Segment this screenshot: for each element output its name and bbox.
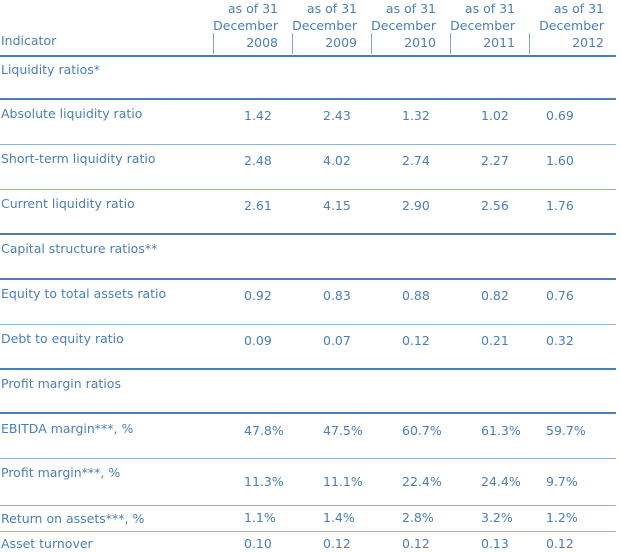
section-divider xyxy=(0,278,616,280)
value-cell: 4.15 xyxy=(323,198,351,213)
column-separator xyxy=(213,33,214,54)
value-cell: 2.27 xyxy=(481,153,509,168)
year-header-line3: 2011 xyxy=(483,35,515,50)
value-cell: 47.8% xyxy=(244,423,284,438)
section-title-capital: Capital structure ratios** xyxy=(1,241,158,256)
section-divider xyxy=(0,233,616,235)
value-cell: 2.90 xyxy=(402,198,430,213)
value-cell: 0.12 xyxy=(323,536,351,551)
value-cell: 0.32 xyxy=(546,333,574,348)
value-cell: 11.3% xyxy=(244,474,284,489)
year-header-line3: 2009 xyxy=(325,35,357,50)
value-cell: 1.32 xyxy=(402,108,430,123)
row-divider xyxy=(0,144,616,145)
row-label: Current liquidity ratio xyxy=(1,196,135,211)
value-cell: 1.42 xyxy=(244,108,272,123)
year-header-line2: December xyxy=(450,18,515,33)
value-cell: 1.4% xyxy=(323,510,355,525)
column-separator xyxy=(292,33,293,54)
year-header-line1: as of 31 xyxy=(385,1,436,16)
section-divider xyxy=(0,98,616,100)
year-header-line1: as of 31 xyxy=(464,1,515,16)
value-cell: 2.8% xyxy=(402,510,434,525)
row-label: Profit margin***, % xyxy=(1,465,121,480)
value-cell: 22.4% xyxy=(402,474,442,489)
value-cell: 0.07 xyxy=(323,333,351,348)
year-header-2012: as of 31 December 2012 xyxy=(526,0,604,51)
value-cell: 4.02 xyxy=(323,153,351,168)
year-header-line2: December xyxy=(213,18,278,33)
value-cell: 0.92 xyxy=(244,288,272,303)
row-label: EBITDA margin***, % xyxy=(1,421,134,436)
row-divider xyxy=(0,324,616,325)
value-cell: 0.13 xyxy=(481,536,509,551)
row-divider xyxy=(0,458,616,459)
value-cell: 0.83 xyxy=(323,288,351,303)
value-cell: 0.10 xyxy=(244,536,272,551)
row-label: Asset turnover xyxy=(1,536,93,551)
year-header-line3: 2012 xyxy=(572,35,604,50)
value-cell: 61.3% xyxy=(481,423,521,438)
value-cell: 2.56 xyxy=(481,198,509,213)
year-header-line1: as of 31 xyxy=(553,1,604,16)
value-cell: 1.2% xyxy=(546,510,578,525)
section-title-profit: Profit margin ratios xyxy=(1,376,121,391)
year-header-2010: as of 31 December 2010 xyxy=(358,0,436,51)
value-cell: 2.74 xyxy=(402,153,430,168)
year-header-line2: December xyxy=(539,18,604,33)
value-cell: 0.88 xyxy=(402,288,430,303)
year-header-line1: as of 31 xyxy=(306,1,357,16)
year-header-line2: December xyxy=(292,18,357,33)
indicator-header: Indicator xyxy=(1,33,57,48)
column-separator xyxy=(450,33,451,54)
row-label: Short-term liquidity ratio xyxy=(1,151,156,166)
year-header-2011: as of 31 December 2011 xyxy=(437,0,515,51)
year-header-2008: as of 31 December 2008 xyxy=(200,0,278,51)
value-cell: 2.43 xyxy=(323,108,351,123)
year-header-2009: as of 31 December 2009 xyxy=(279,0,357,51)
year-header-line2: December xyxy=(371,18,436,33)
value-cell: 11.1% xyxy=(323,474,363,489)
row-label: Absolute liquidity ratio xyxy=(1,106,143,121)
row-divider xyxy=(0,531,616,532)
value-cell: 1.76 xyxy=(546,198,574,213)
value-cell: 1.02 xyxy=(481,108,509,123)
year-header-line3: 2008 xyxy=(246,35,278,50)
row-label: Equity to total assets ratio xyxy=(1,286,167,301)
row-label: Return on assets***, % xyxy=(1,511,145,526)
value-cell: 0.76 xyxy=(546,288,574,303)
column-separator xyxy=(529,33,530,54)
section-divider xyxy=(0,368,616,370)
row-label: Debt to equity ratio xyxy=(1,331,124,346)
year-header-line3: 2010 xyxy=(404,35,436,50)
value-cell: 0.12 xyxy=(402,333,430,348)
row-divider xyxy=(0,189,616,190)
value-cell: 59.7% xyxy=(546,423,586,438)
value-cell: 1.1% xyxy=(244,510,276,525)
value-cell: 0.12 xyxy=(546,536,574,551)
value-cell: 2.61 xyxy=(244,198,272,213)
value-cell: 1.60 xyxy=(546,153,574,168)
value-cell: 2.48 xyxy=(244,153,272,168)
year-header-line1: as of 31 xyxy=(227,1,278,16)
section-title-liquidity: Liquidity ratios* xyxy=(1,62,101,77)
value-cell: 9.7% xyxy=(546,474,578,489)
value-cell: 0.09 xyxy=(244,333,272,348)
value-cell: 60.7% xyxy=(402,423,442,438)
header-divider xyxy=(0,55,616,57)
value-cell: 3.2% xyxy=(481,510,513,525)
section-divider xyxy=(0,412,616,414)
value-cell: 0.21 xyxy=(481,333,509,348)
value-cell: 24.4% xyxy=(481,474,521,489)
row-divider xyxy=(0,505,616,506)
value-cell: 0.12 xyxy=(402,536,430,551)
value-cell: 47.5% xyxy=(323,423,363,438)
value-cell: 0.69 xyxy=(546,108,574,123)
column-separator xyxy=(371,33,372,54)
value-cell: 0.82 xyxy=(481,288,509,303)
